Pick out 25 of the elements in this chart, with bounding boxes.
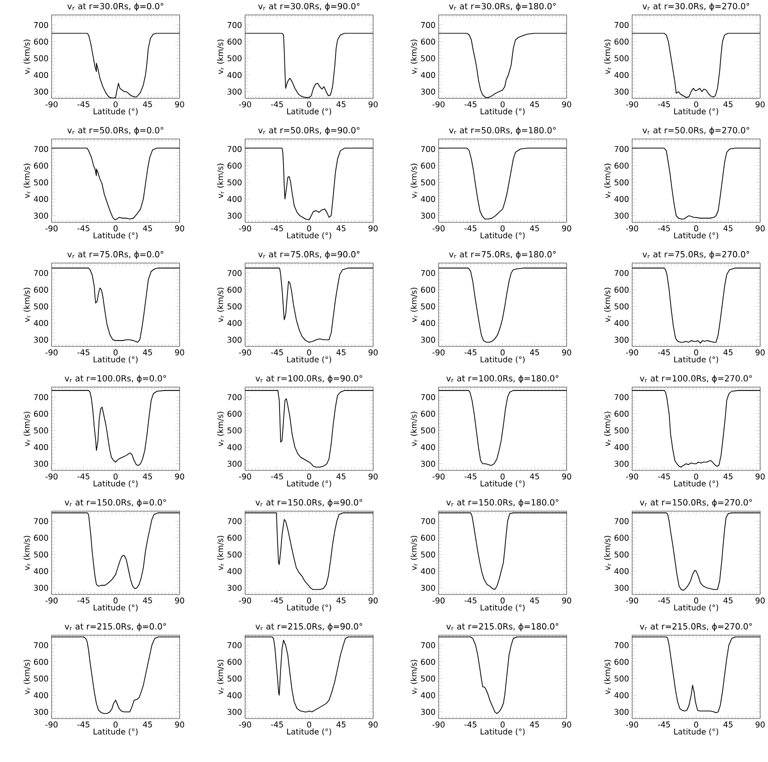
chart-title: v$_{r}$ at r=75.0Rs, ϕ=180.0° [449, 250, 556, 259]
line-series [632, 390, 760, 468]
chart-title: v$_{r}$ at r=30.0Rs, ϕ=270.0° [642, 2, 750, 11]
chart-title: v$_{r}$ at r=30.0Rs, ϕ=180.0° [449, 2, 556, 11]
chart-title: v$_{r}$ at r=50.0Rs, ϕ=270.0° [642, 126, 750, 135]
chart-title: v$_{r}$ at r=215.0Rs, ϕ=270.0° [640, 622, 752, 632]
chart-title: v$_{r}$ at r=100.0Rs, ϕ=90.0° [256, 374, 362, 384]
chart-title: v$_{r}$ at r=30.0Rs, ϕ=0.0° [67, 2, 164, 11]
chart-title: v$_{r}$ at r=150.0Rs, ϕ=270.0° [640, 498, 752, 508]
chart-title: v$_{r}$ at r=215.0Rs, ϕ=180.0° [446, 622, 558, 632]
chart-title: v$_{r}$ at r=75.0Rs, ϕ=0.0° [67, 250, 164, 259]
chart-title: v$_{r}$ at r=215.0Rs, ϕ=0.0° [64, 622, 166, 632]
chart-title: v$_{r}$ at r=50.0Rs, ϕ=0.0° [67, 126, 164, 135]
chart-title: v$_{r}$ at r=150.0Rs, ϕ=90.0° [256, 498, 362, 508]
chart-title: v$_{r}$ at r=30.0Rs, ϕ=90.0° [258, 2, 360, 11]
chart-title: v$_{r}$ at r=150.0Rs, ϕ=0.0° [64, 498, 166, 508]
chart-title: v$_{r}$ at r=100.0Rs, ϕ=0.0° [64, 374, 166, 384]
chart-title: v$_{r}$ at r=100.0Rs, ϕ=180.0° [446, 374, 558, 384]
chart-title: v$_{r}$ at r=50.0Rs, ϕ=180.0° [449, 126, 556, 135]
chart-title: v$_{r}$ at r=75.0Rs, ϕ=90.0° [258, 250, 360, 259]
chart-title: v$_{r}$ at r=150.0Rs, ϕ=180.0° [446, 498, 558, 508]
chart-title: v$_{r}$ at r=215.0Rs, ϕ=90.0° [256, 622, 362, 632]
chart-title: v$_{r}$ at r=50.0Rs, ϕ=90.0° [258, 126, 360, 135]
chart-title: v$_{r}$ at r=100.0Rs, ϕ=270.0° [640, 374, 752, 384]
chart-title: v$_{r}$ at r=75.0Rs, ϕ=270.0° [642, 250, 750, 259]
